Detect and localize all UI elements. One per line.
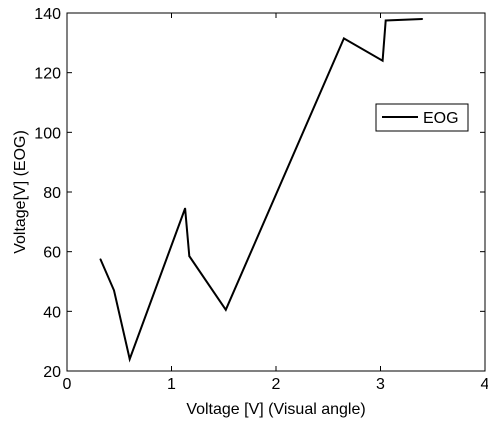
- data-point: [184, 207, 186, 210]
- axis-ticks: [66, 12, 486, 372]
- x-tick-label: 4: [481, 376, 488, 393]
- y-axis-label: Voltage[V] (EOG): [12, 130, 29, 254]
- series-line-eog: [99, 18, 423, 363]
- y-tick-label: 20: [43, 364, 61, 381]
- y-tick-label: 80: [43, 185, 61, 202]
- y-tick-label: 60: [43, 245, 61, 262]
- x-axis-label: Voltage [V] (Visual angle): [186, 401, 365, 418]
- legend: EOG: [375, 103, 469, 132]
- data-point: [99, 258, 102, 260]
- y-tick-label: 140: [34, 6, 61, 23]
- data-point: [421, 18, 424, 20]
- data-point: [113, 289, 115, 292]
- x-tick-label: 0: [63, 376, 72, 393]
- data-point: [128, 358, 131, 360]
- x-tick-label: 2: [272, 376, 281, 393]
- y-tick-label: 40: [43, 304, 61, 321]
- data-point: [343, 37, 345, 40]
- series-points: [99, 18, 424, 360]
- data-point: [384, 19, 387, 22]
- legend-label-eog: EOG: [423, 110, 459, 127]
- axis-tick-labels: 0 1 2 3 4 20 40 60 80 100 120 140: [34, 6, 488, 393]
- data-point: [188, 255, 191, 257]
- data-point: [225, 309, 227, 311]
- data-point: [381, 59, 384, 62]
- y-tick-label: 100: [34, 125, 61, 142]
- x-tick-label: 1: [167, 376, 176, 393]
- y-tick-label: 120: [34, 66, 61, 83]
- x-tick-label: 3: [376, 376, 385, 393]
